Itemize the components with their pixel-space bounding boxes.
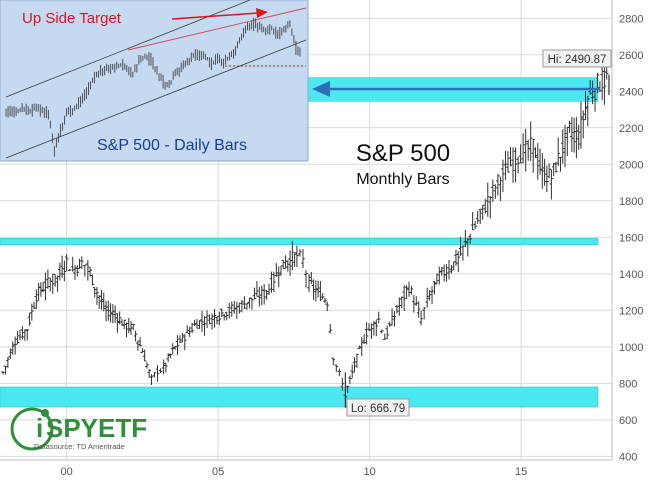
- y-tick-label: 1200: [619, 305, 643, 317]
- y-tick-label: 1800: [619, 196, 643, 208]
- logo-dot: [41, 409, 49, 417]
- y-axis-ticks: 400 600 800 1000 1200 1400 1600 1800 2000 2200 240…: [619, 13, 643, 463]
- logo-i: i: [36, 413, 43, 443]
- target-trend-line: [127, 7, 307, 51]
- y-tick-label: 400: [619, 451, 637, 463]
- x-tick-label: 00: [61, 466, 73, 478]
- y-tick-label: 2800: [619, 13, 643, 25]
- logo-brand: SPYETF: [46, 413, 147, 443]
- high-callout-label: Hi: 2490.87: [548, 54, 607, 66]
- x-axis-ticks: 00 05 10 15: [61, 466, 528, 478]
- x-tick-label: 10: [363, 466, 375, 478]
- inset-title: S&P 500 - Daily Bars: [97, 137, 247, 154]
- logo-ring: [10, 407, 54, 451]
- inset-background: [0, 0, 309, 162]
- y-tick-label: 2000: [619, 159, 643, 171]
- chart-subtitle: Monthly Bars: [356, 171, 449, 188]
- inset-daily-bars: [5, 17, 301, 157]
- y-tick-label: 800: [619, 378, 637, 390]
- spyetf-logo: i SPYETF Datasource: TD Ameritrade: [10, 407, 147, 451]
- y-tick-label: 1000: [619, 342, 643, 354]
- x-tick-label: 15: [515, 466, 527, 478]
- y-tick-label: 2400: [619, 86, 643, 98]
- y-tick-label: 2600: [619, 50, 643, 62]
- high-callout-box: [542, 49, 612, 68]
- pointer-arrow-head: [312, 81, 330, 97]
- y-tick-label: 1600: [619, 232, 643, 244]
- y-tick-label: 1400: [619, 269, 643, 281]
- low-callout-box: [346, 398, 410, 417]
- monthly-bars: [1, 52, 610, 409]
- band: [0, 237, 599, 245]
- band: [0, 386, 599, 408]
- inset-daily-chart: Up Side Target S&P 500 - Daily Bars: [0, 0, 309, 162]
- upside-target-label: Up Side Target: [22, 10, 122, 27]
- x-tick-label: 05: [212, 466, 224, 478]
- chart-title: S&P 500: [356, 140, 450, 167]
- upside-target-arrow-head: [256, 8, 268, 18]
- y-tick-label: 600: [619, 415, 637, 427]
- y-tick-label: 2200: [619, 123, 643, 135]
- low-callout-label: Lo: 666.79: [351, 403, 405, 415]
- pointer-arrow: [312, 81, 600, 97]
- upside-target-arrow-line: [171, 12, 259, 20]
- low-callout: Lo: 666.79: [346, 398, 410, 417]
- high-callout: Hi: 2490.87: [542, 49, 612, 68]
- logo-tagline: Datasource: TD Ameritrade: [34, 442, 125, 451]
